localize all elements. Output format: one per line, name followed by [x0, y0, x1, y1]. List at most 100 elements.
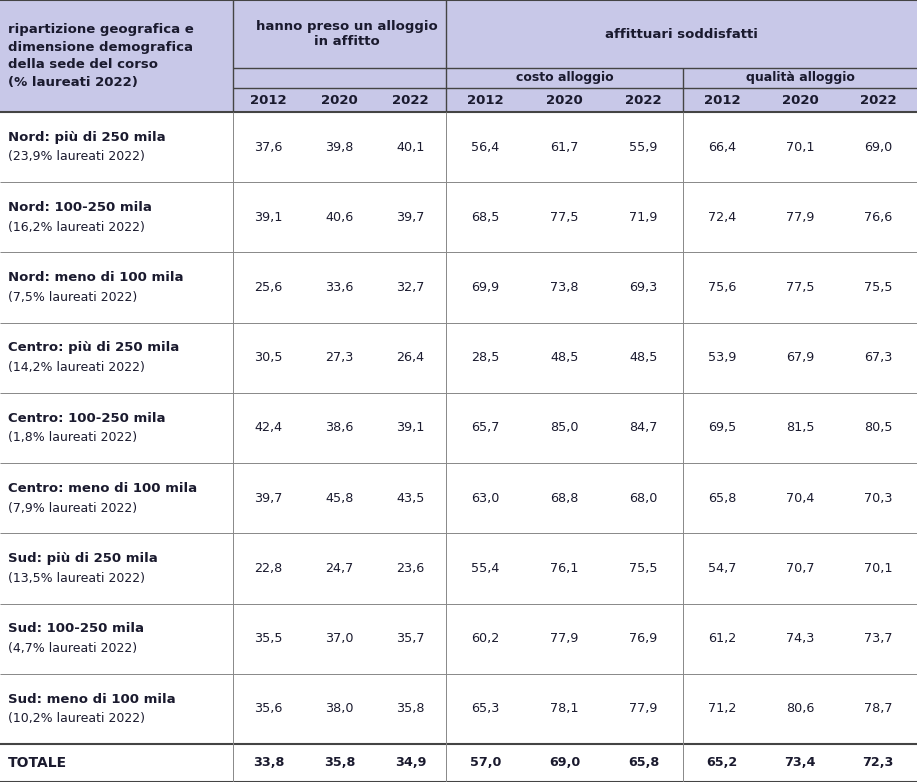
Text: 39,7: 39,7	[396, 211, 425, 224]
Text: 37,6: 37,6	[254, 141, 282, 153]
Text: 69,9: 69,9	[471, 281, 500, 294]
Text: 60,2: 60,2	[471, 632, 500, 645]
Text: 37,0: 37,0	[326, 632, 354, 645]
Text: 70,1: 70,1	[864, 562, 892, 575]
Text: 35,6: 35,6	[254, 702, 282, 716]
Text: 68,8: 68,8	[550, 492, 579, 504]
Text: 77,9: 77,9	[629, 702, 657, 716]
Text: 73,8: 73,8	[550, 281, 579, 294]
Text: 69,0: 69,0	[549, 756, 580, 769]
Text: 76,1: 76,1	[550, 562, 579, 575]
Text: 76,9: 76,9	[629, 632, 657, 645]
Text: Centro: meno di 100 mila: Centro: meno di 100 mila	[8, 482, 197, 495]
Text: 77,9: 77,9	[786, 211, 814, 224]
Text: 55,9: 55,9	[629, 141, 657, 153]
Text: hanno preso un alloggio
in affitto: hanno preso un alloggio in affitto	[256, 20, 438, 48]
Text: 33,6: 33,6	[326, 281, 354, 294]
Text: 25,6: 25,6	[254, 281, 282, 294]
Text: 71,2: 71,2	[708, 702, 736, 716]
Text: 55,4: 55,4	[471, 562, 500, 575]
Text: 35,8: 35,8	[396, 702, 425, 716]
Text: 73,4: 73,4	[784, 756, 816, 769]
Text: 61,7: 61,7	[550, 141, 579, 153]
Text: 69,5: 69,5	[708, 421, 736, 435]
Text: 39,1: 39,1	[254, 211, 282, 224]
Text: 35,8: 35,8	[324, 756, 355, 769]
Text: 2012: 2012	[250, 94, 287, 106]
Text: 2020: 2020	[547, 94, 583, 106]
Text: 38,6: 38,6	[326, 421, 354, 435]
Text: 42,4: 42,4	[254, 421, 282, 435]
Text: 43,5: 43,5	[396, 492, 425, 504]
Text: 75,5: 75,5	[864, 281, 892, 294]
Text: (4,7% laureati 2022): (4,7% laureati 2022)	[8, 642, 138, 655]
Text: Sud: meno di 100 mila: Sud: meno di 100 mila	[8, 693, 176, 705]
Text: (23,9% laureati 2022): (23,9% laureati 2022)	[8, 150, 145, 163]
Text: 2022: 2022	[392, 94, 429, 106]
Text: 70,7: 70,7	[786, 562, 814, 575]
Text: 75,5: 75,5	[629, 562, 657, 575]
Text: 63,0: 63,0	[471, 492, 500, 504]
Text: 39,7: 39,7	[254, 492, 282, 504]
Text: 2012: 2012	[703, 94, 740, 106]
Text: (13,5% laureati 2022): (13,5% laureati 2022)	[8, 572, 145, 585]
Text: 45,8: 45,8	[326, 492, 354, 504]
Text: 78,1: 78,1	[550, 702, 579, 716]
Text: 71,9: 71,9	[629, 211, 657, 224]
Text: 2012: 2012	[467, 94, 503, 106]
Text: 57,0: 57,0	[470, 756, 502, 769]
Text: 68,5: 68,5	[471, 211, 500, 224]
Text: 72,4: 72,4	[708, 211, 736, 224]
Text: 2022: 2022	[860, 94, 896, 106]
Text: 39,1: 39,1	[396, 421, 425, 435]
Text: 65,8: 65,8	[708, 492, 736, 504]
Text: (10,2% laureati 2022): (10,2% laureati 2022)	[8, 712, 145, 725]
Text: Nord: più di 250 mila: Nord: più di 250 mila	[8, 131, 166, 144]
Text: Nord: 100-250 mila: Nord: 100-250 mila	[8, 201, 152, 214]
Text: 67,9: 67,9	[786, 351, 814, 364]
Text: 2022: 2022	[625, 94, 662, 106]
Text: 33,8: 33,8	[253, 756, 284, 769]
Text: 28,5: 28,5	[471, 351, 500, 364]
Text: 77,5: 77,5	[786, 281, 814, 294]
Text: 66,4: 66,4	[708, 141, 736, 153]
Text: 70,4: 70,4	[786, 492, 814, 504]
Text: 65,2: 65,2	[706, 756, 737, 769]
Text: 30,5: 30,5	[254, 351, 282, 364]
Text: affittuari soddisfatti: affittuari soddisfatti	[605, 27, 758, 41]
Text: 39,8: 39,8	[326, 141, 354, 153]
Text: 69,3: 69,3	[629, 281, 657, 294]
Text: 77,5: 77,5	[550, 211, 579, 224]
Text: 23,6: 23,6	[396, 562, 425, 575]
Text: 70,1: 70,1	[786, 141, 814, 153]
Text: 80,5: 80,5	[864, 421, 892, 435]
Text: 24,7: 24,7	[326, 562, 354, 575]
Text: 27,3: 27,3	[326, 351, 354, 364]
Text: 67,3: 67,3	[864, 351, 892, 364]
Text: Sud: più di 250 mila: Sud: più di 250 mila	[8, 552, 158, 565]
Text: (16,2% laureati 2022): (16,2% laureati 2022)	[8, 221, 145, 234]
Text: 2020: 2020	[321, 94, 358, 106]
Text: 61,2: 61,2	[708, 632, 736, 645]
Text: Centro: 100-250 mila: Centro: 100-250 mila	[8, 411, 165, 425]
Text: 54,7: 54,7	[708, 562, 736, 575]
Text: 40,6: 40,6	[326, 211, 354, 224]
Text: Sud: 100-250 mila: Sud: 100-250 mila	[8, 622, 144, 635]
Text: qualità alloggio: qualità alloggio	[746, 71, 855, 84]
Text: 74,3: 74,3	[786, 632, 814, 645]
Text: (7,9% laureati 2022): (7,9% laureati 2022)	[8, 501, 138, 515]
Text: 84,7: 84,7	[629, 421, 657, 435]
Text: 35,5: 35,5	[254, 632, 282, 645]
Text: (7,5% laureati 2022): (7,5% laureati 2022)	[8, 291, 138, 304]
Text: costo alloggio: costo alloggio	[515, 71, 613, 84]
Text: 65,8: 65,8	[628, 756, 659, 769]
Text: 77,9: 77,9	[550, 632, 579, 645]
Text: 68,0: 68,0	[629, 492, 657, 504]
Text: (1,8% laureati 2022): (1,8% laureati 2022)	[8, 432, 138, 444]
Text: 81,5: 81,5	[786, 421, 814, 435]
Text: 2020: 2020	[781, 94, 818, 106]
Text: 69,0: 69,0	[864, 141, 892, 153]
Text: 22,8: 22,8	[254, 562, 282, 575]
Bar	[0, 0, 917, 112]
Text: 48,5: 48,5	[629, 351, 657, 364]
